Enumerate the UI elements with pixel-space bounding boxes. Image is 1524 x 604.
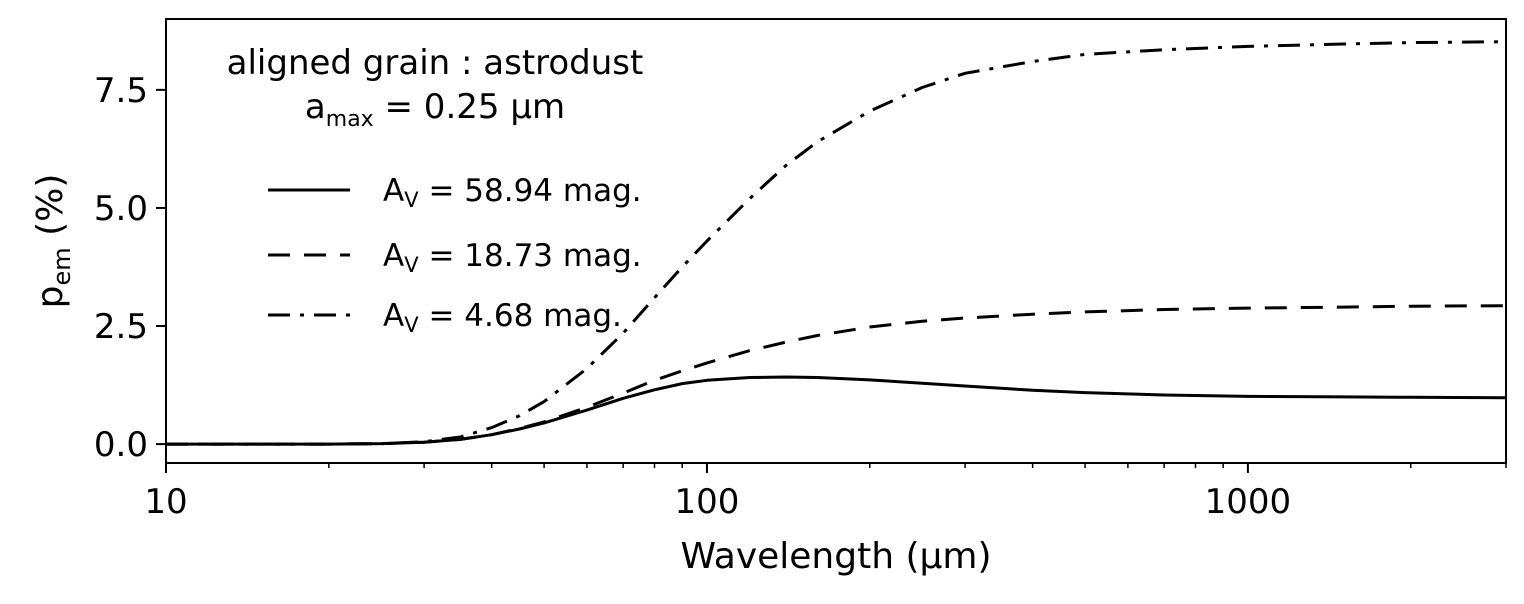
legend-label-rest: = 18.73 mag. xyxy=(419,238,642,274)
legend-label: AV = 18.73 mag. xyxy=(383,238,642,277)
x-axis: 10 100 1000 xyxy=(144,463,1507,522)
y-axis: 0.0 2.5 5.0 7.5 xyxy=(94,71,166,465)
series-line xyxy=(166,304,1507,446)
legend-label-rest: = 58.94 mag. xyxy=(419,173,642,209)
legend: AV = 58.94 mag.AV = 18.73 mag.AV = 4.68 … xyxy=(268,173,642,337)
legend-label: AV = 4.68 mag. xyxy=(383,298,622,337)
x-tick-label: 10 xyxy=(144,482,187,522)
legend-label-prefix: A xyxy=(383,238,404,274)
series-line xyxy=(166,40,1507,446)
y-axis-label: pem (%) xyxy=(30,174,76,309)
legend-label-sub: V xyxy=(404,313,419,337)
legend-label-prefix: A xyxy=(383,173,404,209)
y-tick-label: 7.5 xyxy=(94,71,148,111)
series-line xyxy=(166,375,1507,446)
x-tick-label: 1000 xyxy=(1205,482,1292,522)
annotation-line-1: aligned grain : astrodust xyxy=(227,43,644,83)
y-axis-label-rest: (%) xyxy=(30,174,71,248)
plot-frame xyxy=(165,18,1507,464)
x-axis-label: Wavelength (μm) xyxy=(680,536,991,577)
legend-label-rest: = 4.68 mag. xyxy=(419,298,622,334)
x-tick-label: 100 xyxy=(674,482,739,522)
legend-label-prefix: A xyxy=(383,298,404,334)
annotation-a-rest: = 0.25 μm xyxy=(374,87,565,127)
y-tick-label: 2.5 xyxy=(94,307,148,347)
y-tick-label: 5.0 xyxy=(94,189,148,229)
legend-label-sub: V xyxy=(404,253,419,277)
y-tick-label: 0.0 xyxy=(94,425,148,465)
annotation-a-sub: max xyxy=(326,107,374,132)
legend-label: AV = 58.94 mag. xyxy=(383,173,642,212)
y-axis-label-main: p xyxy=(30,286,71,309)
y-axis-label-sub: em xyxy=(48,247,76,285)
legend-label-sub: V xyxy=(404,188,419,212)
series-layer xyxy=(166,40,1507,446)
annotation-line-2: amax = 0.25 μm xyxy=(305,87,565,132)
annotation-a: a xyxy=(305,87,326,127)
